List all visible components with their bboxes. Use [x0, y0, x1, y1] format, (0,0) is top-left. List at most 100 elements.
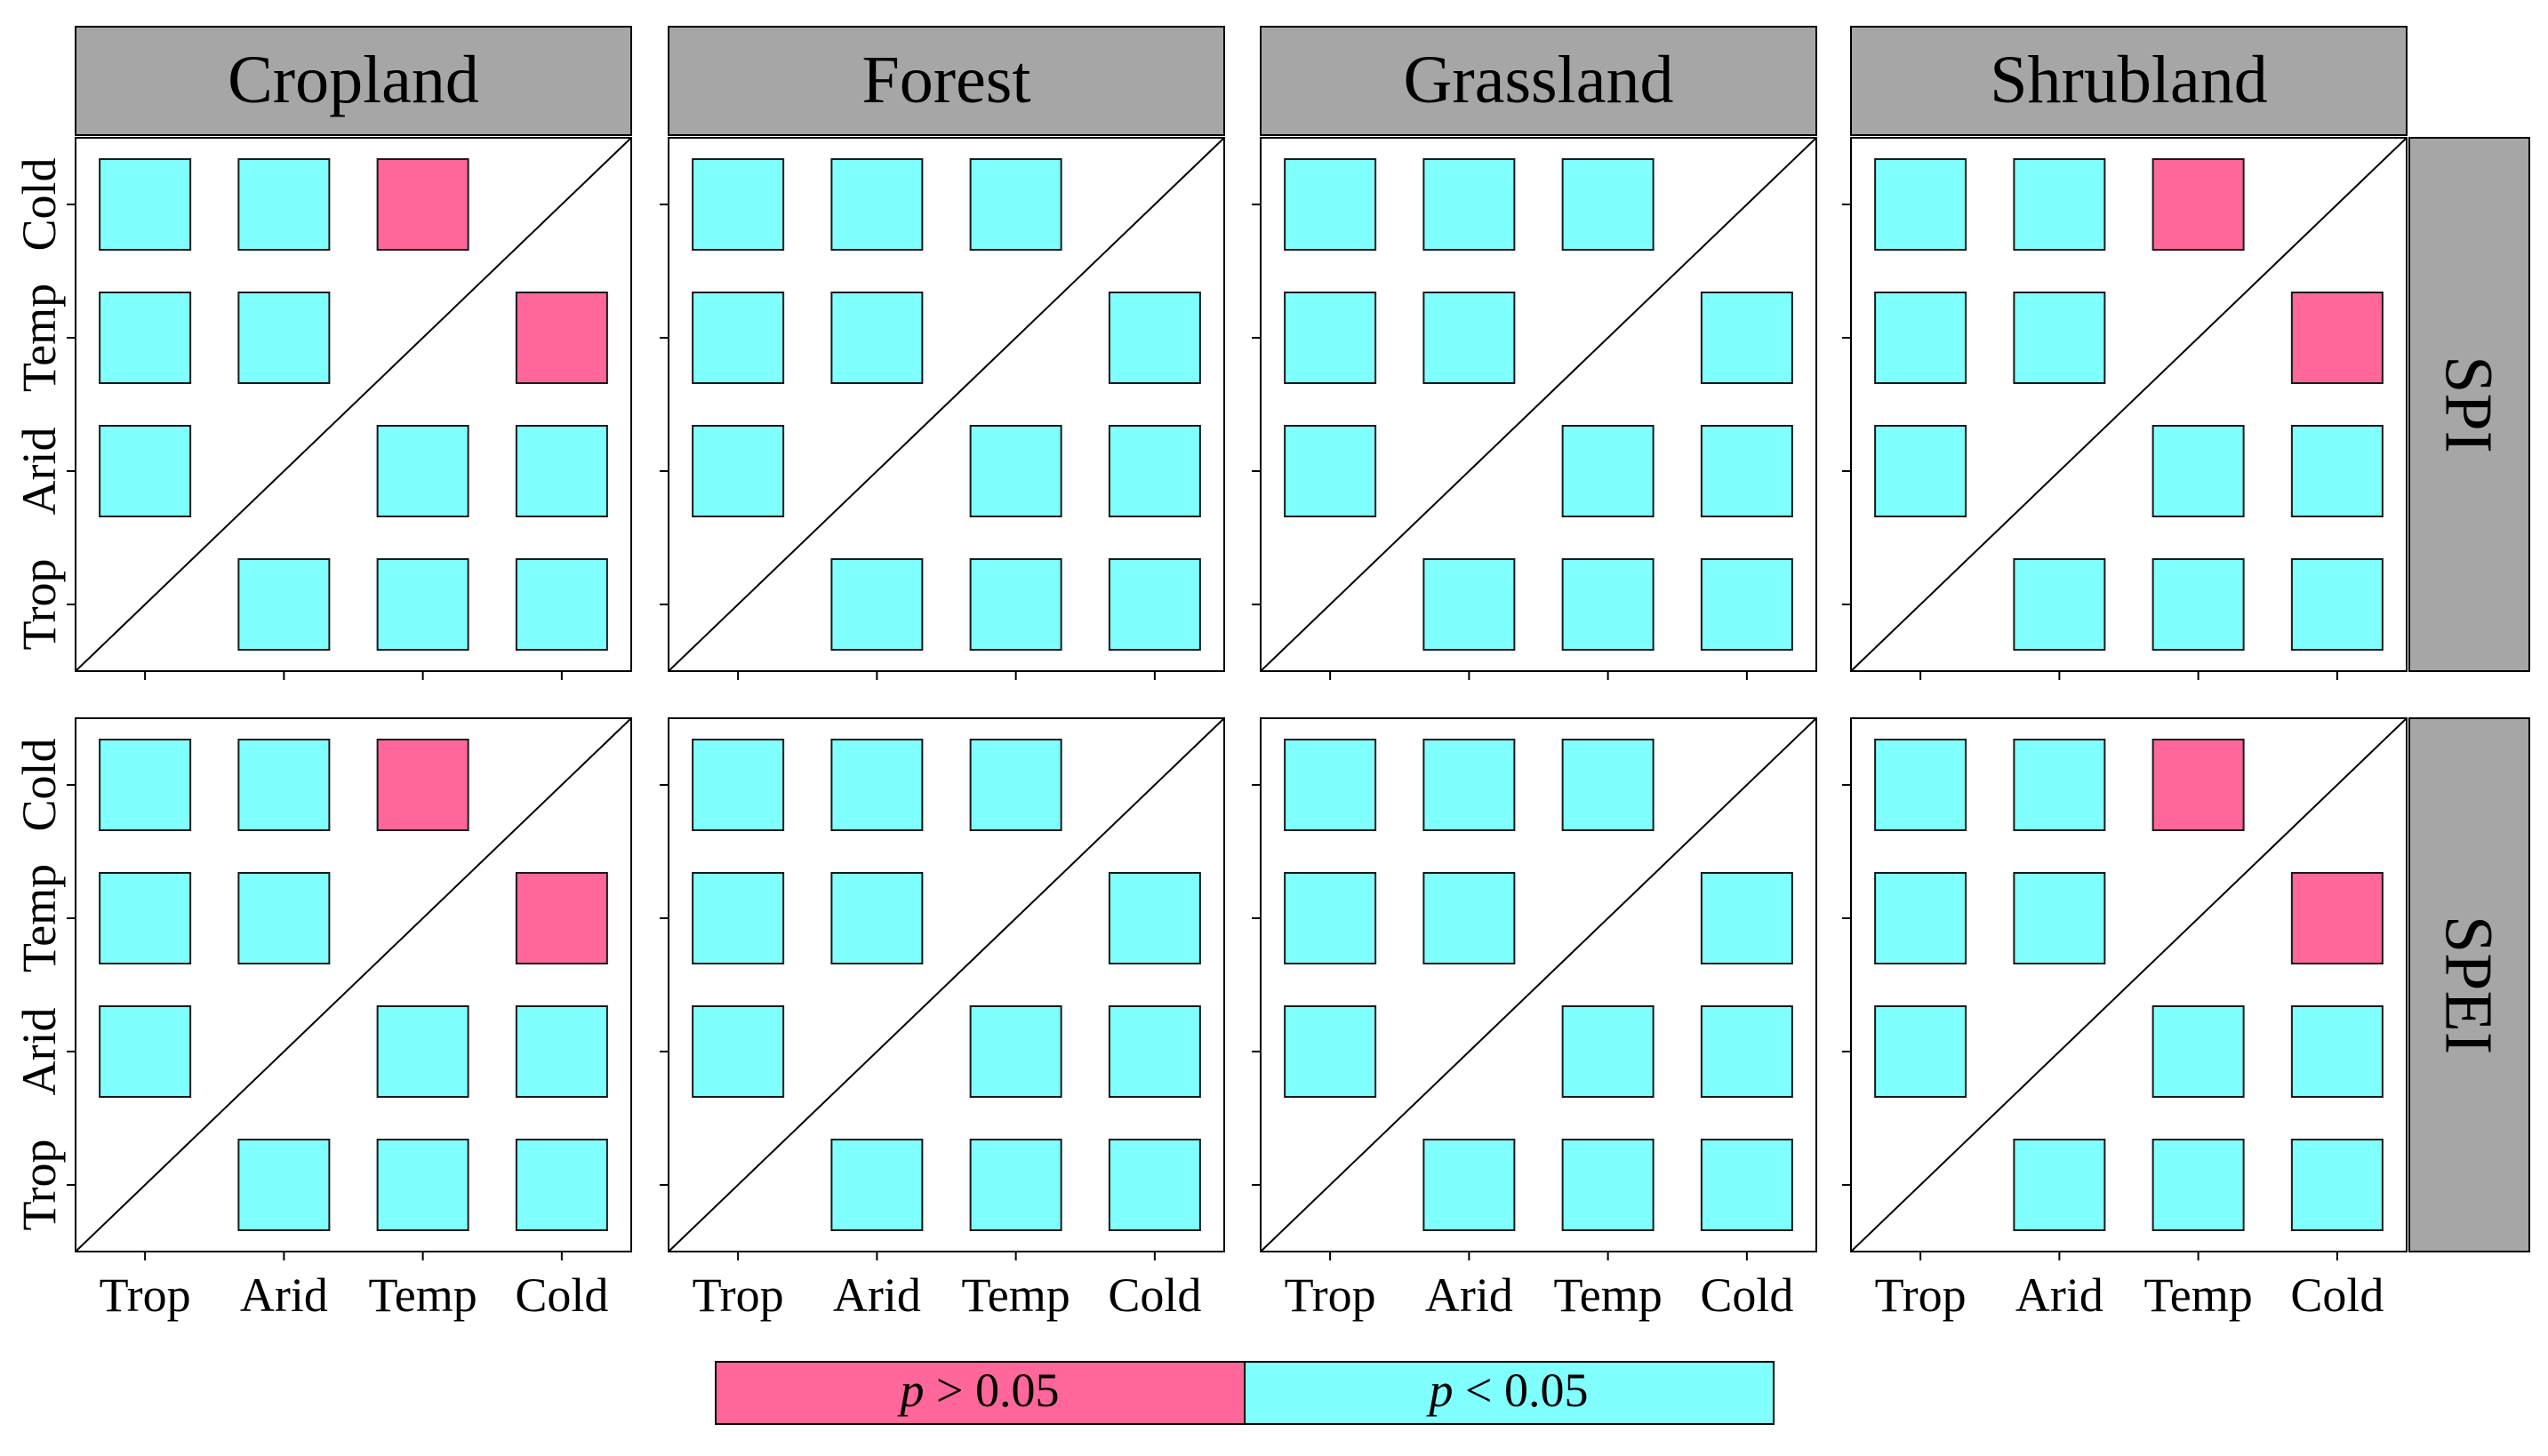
- matrix-cell: [1108, 425, 1201, 517]
- matrix-cell: [515, 558, 608, 651]
- x-tick-label: Cold: [2290, 1268, 2384, 1322]
- matrix-cell: [99, 292, 192, 384]
- matrix-cell: [969, 558, 1062, 651]
- matrix-cell: [2151, 739, 2245, 831]
- x-tick-label: Arid: [240, 1268, 328, 1322]
- panel-diagonal: [1850, 137, 2408, 672]
- matrix-cell: [1561, 158, 1655, 251]
- matrix-cell: [2013, 739, 2106, 831]
- column-header-label: Forest: [862, 43, 1031, 117]
- panel-diagonal: [668, 717, 1225, 1252]
- matrix-cell: [969, 1005, 1062, 1098]
- x-tick-label: Cold: [515, 1268, 608, 1322]
- matrix-cell: [1422, 1139, 1516, 1231]
- matrix-cell: [1700, 872, 1793, 964]
- matrix-cell: [2013, 1139, 2106, 1231]
- matrix-cell: [1700, 1139, 1793, 1231]
- y-tick-label: Trop: [12, 558, 66, 650]
- matrix-cell: [99, 425, 192, 517]
- x-tick-label: Temp: [1554, 1268, 1663, 1322]
- matrix-cell: [1108, 558, 1201, 651]
- panel-diagonal: [75, 137, 632, 672]
- panel: [1252, 717, 1817, 1260]
- legend-cyan-label: p < 0.05: [1426, 1364, 1589, 1417]
- matrix-cell: [1108, 292, 1201, 384]
- legend-cyan-prefix: p: [1426, 1364, 1454, 1417]
- panel-diagonal: [668, 137, 1225, 672]
- matrix-cell: [1284, 292, 1377, 384]
- panels-layer: Cropland Forest Grassland Shrubland SPI SPEI T…: [12, 26, 2530, 1322]
- legend-red-prefix: p: [897, 1364, 925, 1417]
- matrix-cell: [376, 558, 469, 651]
- matrix-cell: [1422, 292, 1516, 384]
- column-header-label: Grassland: [1404, 43, 1674, 117]
- matrix-cell: [1700, 292, 1793, 384]
- matrix-cell: [2013, 158, 2106, 251]
- panel: [660, 137, 1225, 680]
- matrix-cell: [376, 158, 469, 251]
- matrix-cell: [1108, 872, 1201, 964]
- y-tick-label: Arid: [12, 1008, 66, 1096]
- matrix-cell: [237, 158, 331, 251]
- matrix-cell: [2151, 158, 2245, 251]
- matrix-cell: [237, 739, 331, 831]
- legend-red-label: p > 0.05: [897, 1364, 1060, 1417]
- column-header-label: Shrubland: [1990, 43, 2267, 117]
- matrix-cell: [692, 1005, 785, 1098]
- x-tick-label: Temp: [962, 1268, 1070, 1322]
- matrix-cell: [1561, 1139, 1655, 1231]
- x-tick-label: Temp: [2144, 1268, 2253, 1322]
- matrix-cell: [376, 1139, 469, 1231]
- matrix-cell: [1422, 872, 1516, 964]
- matrix-cell: [692, 872, 785, 964]
- matrix-cell: [2151, 1005, 2245, 1098]
- matrix-cell: [99, 739, 192, 831]
- y-tick-label: Cold: [12, 738, 66, 831]
- matrix-cell: [1108, 1005, 1201, 1098]
- matrix-cell: [1108, 1139, 1201, 1231]
- matrix-cell: [969, 425, 1062, 517]
- matrix-cell: [830, 739, 924, 831]
- matrix-cell: [1700, 558, 1793, 651]
- panel: [1842, 137, 2408, 680]
- matrix-cell: [830, 872, 924, 964]
- matrix-cell: [237, 1139, 331, 1231]
- y-tick-label: Trop: [12, 1139, 66, 1230]
- y-tick-label: Temp: [12, 284, 66, 392]
- matrix-cell: [969, 1139, 1062, 1231]
- matrix-cell: [692, 425, 785, 517]
- matrix-cell: [2290, 292, 2384, 384]
- legend-red-swatch: [715, 1361, 1246, 1425]
- panel-diagonal: [1850, 717, 2408, 1252]
- matrix-cell: [1874, 292, 1967, 384]
- matrix-cell: [2151, 558, 2245, 651]
- panel: [67, 137, 632, 680]
- matrix-cell: [376, 425, 469, 517]
- matrix-cell: [1422, 558, 1516, 651]
- panel-diagonal: [75, 717, 632, 1252]
- matrix-cell: [237, 872, 331, 964]
- matrix-cell: [1874, 1005, 1967, 1098]
- x-tick-label: Arid: [1425, 1268, 1513, 1322]
- matrix-cell: [830, 158, 924, 251]
- matrix-cell: [1561, 739, 1655, 831]
- matrix-cell: [2151, 1139, 2245, 1231]
- x-tick-label: Temp: [369, 1268, 477, 1322]
- matrix-cell: [1874, 425, 1967, 517]
- matrix-cell: [515, 872, 608, 964]
- x-tick-label: Arid: [833, 1268, 921, 1322]
- matrix-cell: [2290, 558, 2384, 651]
- matrix-cell: [1422, 158, 1516, 251]
- column-header-strip: [1260, 26, 1817, 136]
- matrix-cell: [1284, 1005, 1377, 1098]
- matrix-cell: [1284, 158, 1377, 251]
- matrix-cell: [2013, 558, 2106, 651]
- matrix-cell: [515, 292, 608, 384]
- matrix-cell: [1874, 158, 1967, 251]
- column-header-label: Cropland: [228, 43, 479, 117]
- matrix-cell: [2290, 1139, 2384, 1231]
- column-header-strip: [1850, 26, 2408, 136]
- matrix-cell: [515, 1005, 608, 1098]
- matrix-cell: [99, 1005, 192, 1098]
